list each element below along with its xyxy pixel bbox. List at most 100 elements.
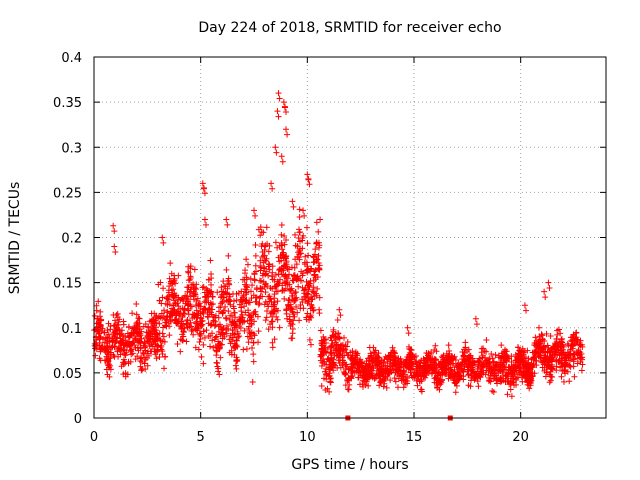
data-point: [221, 283, 228, 290]
data-point: [249, 344, 256, 351]
data-point: [133, 322, 140, 329]
data-point: [301, 259, 308, 266]
data-point: [498, 342, 505, 349]
data-point: [216, 344, 223, 351]
data-point: [236, 301, 243, 308]
data-point: [157, 337, 164, 344]
data-point: [292, 296, 299, 303]
data-point: [233, 354, 240, 361]
data-point: [265, 248, 272, 255]
data-point: [127, 347, 134, 354]
data-point: [273, 149, 280, 156]
data-point: [172, 312, 179, 319]
data-point: [187, 265, 194, 272]
data-point: [186, 276, 193, 283]
data-point: [197, 314, 204, 321]
data-point: [92, 352, 99, 359]
data-point: [309, 296, 316, 303]
data-point: [454, 371, 461, 378]
data-point: [127, 341, 134, 348]
data-point: [138, 359, 145, 366]
data-point: [257, 284, 264, 291]
data-point: [292, 288, 299, 295]
data-point: [299, 237, 306, 244]
data-point: [101, 329, 108, 336]
data-point: [208, 281, 215, 288]
data-point: [189, 311, 196, 318]
data-point: [447, 357, 454, 364]
data-point: [266, 266, 273, 273]
data-point: [225, 325, 232, 332]
data-point: [347, 355, 354, 362]
data-point: [269, 308, 276, 315]
data-point: [281, 241, 288, 248]
data-point: [311, 293, 318, 300]
data-point: [97, 308, 104, 315]
data-point: [542, 294, 549, 301]
data-point: [159, 338, 166, 345]
data-point: [306, 181, 313, 188]
data-point: [215, 308, 222, 315]
data-point: [258, 243, 265, 250]
data-point: [570, 363, 577, 370]
data-point: [187, 319, 194, 326]
data-point: [365, 370, 372, 377]
data-point: [262, 289, 269, 296]
data-point: [170, 286, 177, 293]
x-tick-label: 15: [406, 430, 423, 445]
data-point: [182, 292, 189, 299]
data-point: [272, 144, 279, 151]
data-point: [350, 364, 357, 371]
data-point: [324, 356, 331, 363]
data-point: [407, 366, 414, 373]
data-point: [193, 320, 200, 327]
data-point: [213, 333, 220, 340]
data-point: [272, 239, 279, 246]
data-point: [479, 364, 486, 371]
data-point: [429, 370, 436, 377]
data-point: [201, 190, 208, 197]
data-point: [159, 234, 166, 241]
data-point: [108, 335, 115, 342]
data-point: [336, 306, 343, 313]
data-point: [299, 296, 306, 303]
data-point: [572, 330, 579, 337]
data-point: [541, 348, 548, 355]
data-point: [521, 302, 528, 309]
data-point: [152, 331, 159, 338]
data-point: [421, 363, 428, 370]
data-point: [200, 328, 207, 335]
data-point: [157, 344, 164, 351]
data-point: [432, 374, 439, 381]
y-tick-label: 0.05: [53, 367, 82, 382]
data-point: [151, 310, 158, 317]
data-point: [560, 349, 567, 356]
data-point: [230, 290, 236, 297]
data-point: [312, 246, 319, 253]
data-point: [294, 276, 301, 283]
data-point: [268, 273, 275, 280]
data-point: [144, 354, 151, 361]
data-point: [125, 358, 132, 365]
x-axis-label: GPS time / hours: [291, 457, 408, 473]
data-point: [171, 316, 178, 323]
data-point: [143, 334, 150, 341]
data-point: [181, 310, 188, 317]
data-point: [160, 333, 167, 340]
data-point: [304, 263, 311, 270]
data-point: [315, 239, 322, 246]
data-point: [216, 321, 223, 328]
data-point: [311, 258, 318, 265]
data-point: [222, 314, 229, 321]
data-point: [200, 360, 207, 367]
data-point: [160, 239, 167, 246]
data-points: [91, 90, 586, 421]
data-point: [116, 328, 123, 335]
data-point: [242, 270, 249, 277]
data-point: [374, 354, 381, 361]
data-point: [271, 283, 278, 290]
data-point: [226, 291, 233, 298]
data-point: [328, 350, 335, 357]
data-point: [403, 362, 410, 369]
data-point: [528, 360, 535, 367]
